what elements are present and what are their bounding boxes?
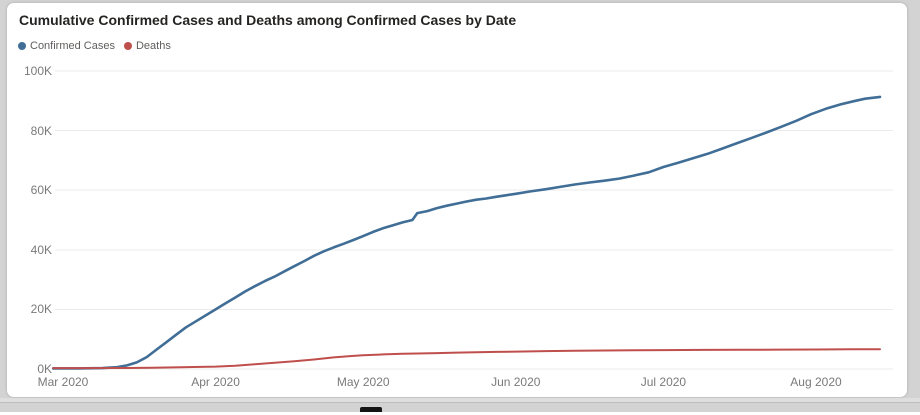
- x-tick-label: Apr 2020: [191, 375, 240, 389]
- legend-item-confirmed-cases[interactable]: Confirmed Cases: [18, 40, 115, 52]
- x-tick-label: Jul 2020: [640, 375, 687, 389]
- x-tick-label: Aug 2020: [790, 375, 842, 389]
- chart-title: Cumulative Confirmed Cases and Deaths am…: [19, 12, 517, 28]
- legend-item-deaths[interactable]: Deaths: [123, 40, 171, 52]
- y-tick-label: 40K: [30, 242, 52, 257]
- series-line-confirmed-cases[interactable]: [51, 95, 882, 370]
- bottom-strip: [0, 398, 920, 403]
- bottom-edge-artifact: [360, 407, 382, 412]
- y-tick-label: 0K: [37, 362, 52, 376]
- x-tick-label: Mar 2020: [37, 375, 89, 389]
- y-tick-label: 20K: [30, 302, 52, 317]
- legend-label: Deaths: [135, 40, 171, 52]
- line-chart[interactable]: [7, 3, 920, 415]
- legend-dot-icon: [123, 42, 132, 50]
- chart-card: Cumulative Confirmed Cases and Deaths am…: [7, 3, 907, 397]
- y-tick-label: 100K: [23, 64, 52, 78]
- legend-label: Confirmed Cases: [30, 40, 115, 52]
- legend: Confirmed Cases Deaths: [18, 40, 171, 52]
- series-line-deaths[interactable]: [52, 348, 881, 370]
- legend-dot-icon: [18, 42, 26, 50]
- y-tick-label: 80K: [30, 123, 52, 138]
- x-tick-label: Jun 2020: [491, 375, 541, 389]
- y-tick-label: 60K: [30, 183, 52, 198]
- x-tick-label: May 2020: [336, 375, 390, 389]
